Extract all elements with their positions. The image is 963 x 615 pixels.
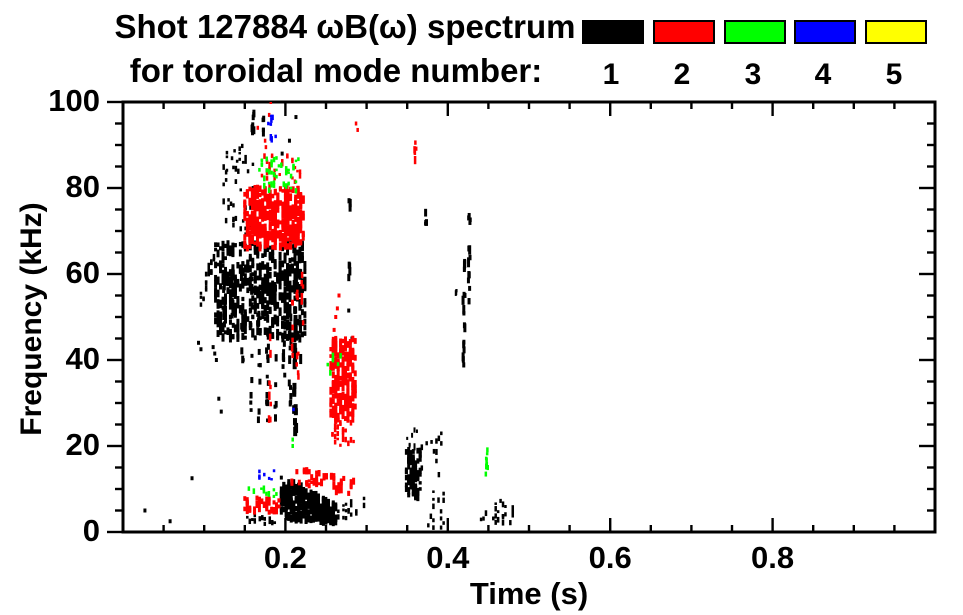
x-tick-label: 0.4	[426, 540, 470, 575]
x-tick-label: 0.2	[263, 540, 307, 575]
legend-swatch-mode2	[653, 20, 715, 44]
x-tick-label: 0.6	[588, 540, 632, 575]
chart-title-line2: for toroidal mode number:	[129, 52, 543, 89]
y-tick-label: 0	[82, 513, 100, 548]
legend-label-mode3: 3	[744, 58, 762, 91]
legend-label-mode2: 2	[673, 58, 691, 91]
y-tick-label: 40	[65, 341, 100, 376]
y-tick-label: 100	[48, 83, 100, 118]
legend-swatch-mode5	[865, 20, 927, 44]
legend-swatch-mode1	[582, 20, 644, 44]
y-axis-title: Frequency (kHz)	[15, 202, 48, 436]
x-axis-title: Time (s)	[469, 576, 589, 611]
legend-swatch-mode3	[724, 20, 786, 44]
y-tick-label: 20	[65, 427, 100, 462]
chart-title-line1: Shot 127884 ωB(ω) spectrum	[114, 8, 576, 45]
legend-swatch-mode4	[794, 20, 856, 44]
legend-label-mode4: 4	[814, 58, 832, 91]
y-tick-label: 60	[65, 255, 100, 290]
legend: 1 2 3 4 5	[0, 0, 963, 95]
x-tick-label: 0.8	[751, 540, 795, 575]
legend-label-mode5: 5	[885, 58, 903, 91]
y-tick-label: 80	[65, 169, 100, 204]
legend-label-mode1: 1	[602, 58, 620, 91]
